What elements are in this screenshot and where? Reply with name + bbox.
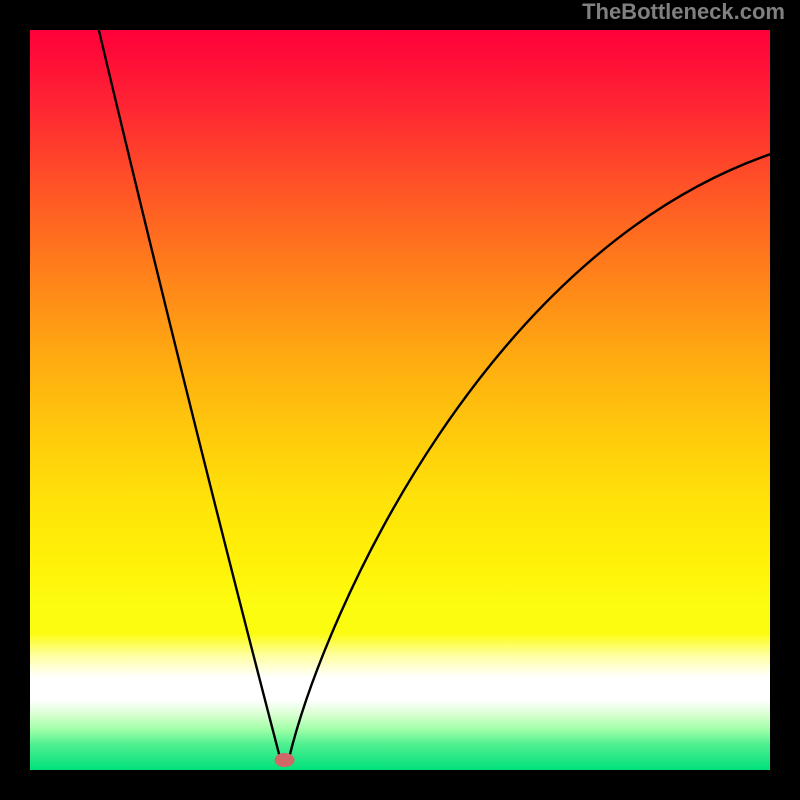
plot-svg [0,0,800,800]
gradient-background [30,30,770,770]
minimum-marker [275,753,295,767]
watermark-text: TheBottleneck.com [582,0,785,25]
chart-frame [0,0,800,800]
